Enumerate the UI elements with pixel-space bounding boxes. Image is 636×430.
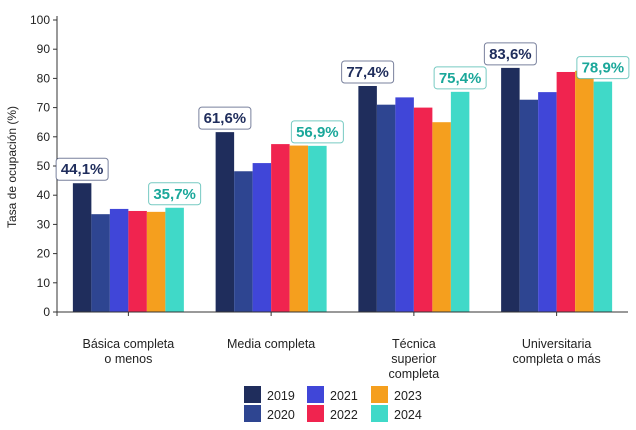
bar-2021 xyxy=(109,208,129,312)
data-label-box xyxy=(576,56,630,80)
bar-2024 xyxy=(165,207,184,312)
y-axis-label: Tasa de ocupación (%) xyxy=(5,106,19,228)
data-label: 78,9% xyxy=(582,60,625,77)
bar-2019 xyxy=(72,183,92,312)
legend-label: 2022 xyxy=(330,408,358,422)
y-tick-label: 100 xyxy=(30,13,50,27)
bar-2024 xyxy=(593,81,613,312)
legend-swatch-2021 xyxy=(307,386,324,403)
data-label-box xyxy=(148,182,202,206)
data-label-box xyxy=(433,66,487,90)
y-tick-label: 50 xyxy=(37,159,51,173)
bar-2021 xyxy=(395,97,414,312)
bar-2024 xyxy=(450,91,470,312)
data-label-box xyxy=(483,42,537,66)
bar-2021 xyxy=(252,163,272,312)
bar-2022 xyxy=(128,210,147,312)
bar-2024 xyxy=(308,145,327,312)
legend-label: 2019 xyxy=(267,389,295,403)
data-label-box xyxy=(341,60,395,84)
x-tick-label: Universitaria xyxy=(522,337,592,351)
legend-swatch-2024 xyxy=(371,405,388,422)
data-label: 83,6% xyxy=(489,46,532,63)
x-tick-label: completa o más xyxy=(513,352,601,366)
bar-2023 xyxy=(146,211,166,312)
bar-2022 xyxy=(413,107,433,312)
x-tick-label: Técnica xyxy=(392,337,436,351)
bar-2023 xyxy=(575,70,594,312)
y-tick-label: 60 xyxy=(37,130,51,144)
y-tick-label: 80 xyxy=(37,71,51,85)
bar-2020 xyxy=(91,214,110,312)
bar-2022 xyxy=(556,71,576,312)
y-tick-label: 20 xyxy=(37,247,51,261)
data-label-box xyxy=(198,106,252,130)
data-label-box xyxy=(290,120,344,144)
bar-2020 xyxy=(519,99,539,312)
legend-swatch-2019 xyxy=(244,386,261,403)
y-tick-label: 70 xyxy=(37,101,51,115)
data-label: 44,1% xyxy=(61,161,104,178)
legend-label: 2020 xyxy=(267,408,295,422)
y-axis: 0 10 20 30 40 50 60 70 80 90 100 xyxy=(30,13,58,319)
y-tick-label: 90 xyxy=(37,42,51,56)
data-label: 61,6% xyxy=(204,110,247,127)
legend-label: 2024 xyxy=(394,408,422,422)
data-label: 75,4% xyxy=(439,70,482,87)
legend-swatch-2023 xyxy=(371,386,388,403)
data-label-box xyxy=(55,157,109,181)
legend-label: 2023 xyxy=(394,389,422,403)
x-tick-label: completa xyxy=(389,367,440,381)
bar-2020 xyxy=(234,171,253,312)
data-label: 56,9% xyxy=(296,124,339,141)
bar-2023 xyxy=(432,122,451,312)
data-labels: 44,1% 35,7% 61,6% 56,9% 77,4% 75,4% 83,6% 78,9% xyxy=(55,42,630,206)
legend-swatch-2022 xyxy=(307,405,324,422)
y-tick-label: 40 xyxy=(37,188,51,202)
bar-2019 xyxy=(215,132,235,312)
bar-2023 xyxy=(289,145,309,312)
x-tick-label: superior xyxy=(391,352,436,366)
data-label: 77,4% xyxy=(346,64,389,81)
legend: 2019 2020 2021 2022 2023 2024 xyxy=(244,386,422,422)
bar-2020 xyxy=(376,104,396,313)
bar-2021 xyxy=(538,92,557,313)
bars xyxy=(72,67,613,313)
x-tick-label: Básica completa xyxy=(83,337,175,351)
x-tick-label: Media completa xyxy=(227,337,315,351)
y-tick-label: 0 xyxy=(43,305,50,319)
x-tick-label: o menos xyxy=(104,352,152,366)
y-tick-label: 30 xyxy=(37,217,51,231)
bar-2022 xyxy=(271,144,290,312)
y-tick-label: 10 xyxy=(37,276,51,290)
legend-swatch-2020 xyxy=(244,405,261,422)
data-label: 35,7% xyxy=(153,186,196,203)
bar-2019 xyxy=(358,85,377,312)
legend-label: 2021 xyxy=(330,389,358,403)
bar-2019 xyxy=(501,67,520,312)
